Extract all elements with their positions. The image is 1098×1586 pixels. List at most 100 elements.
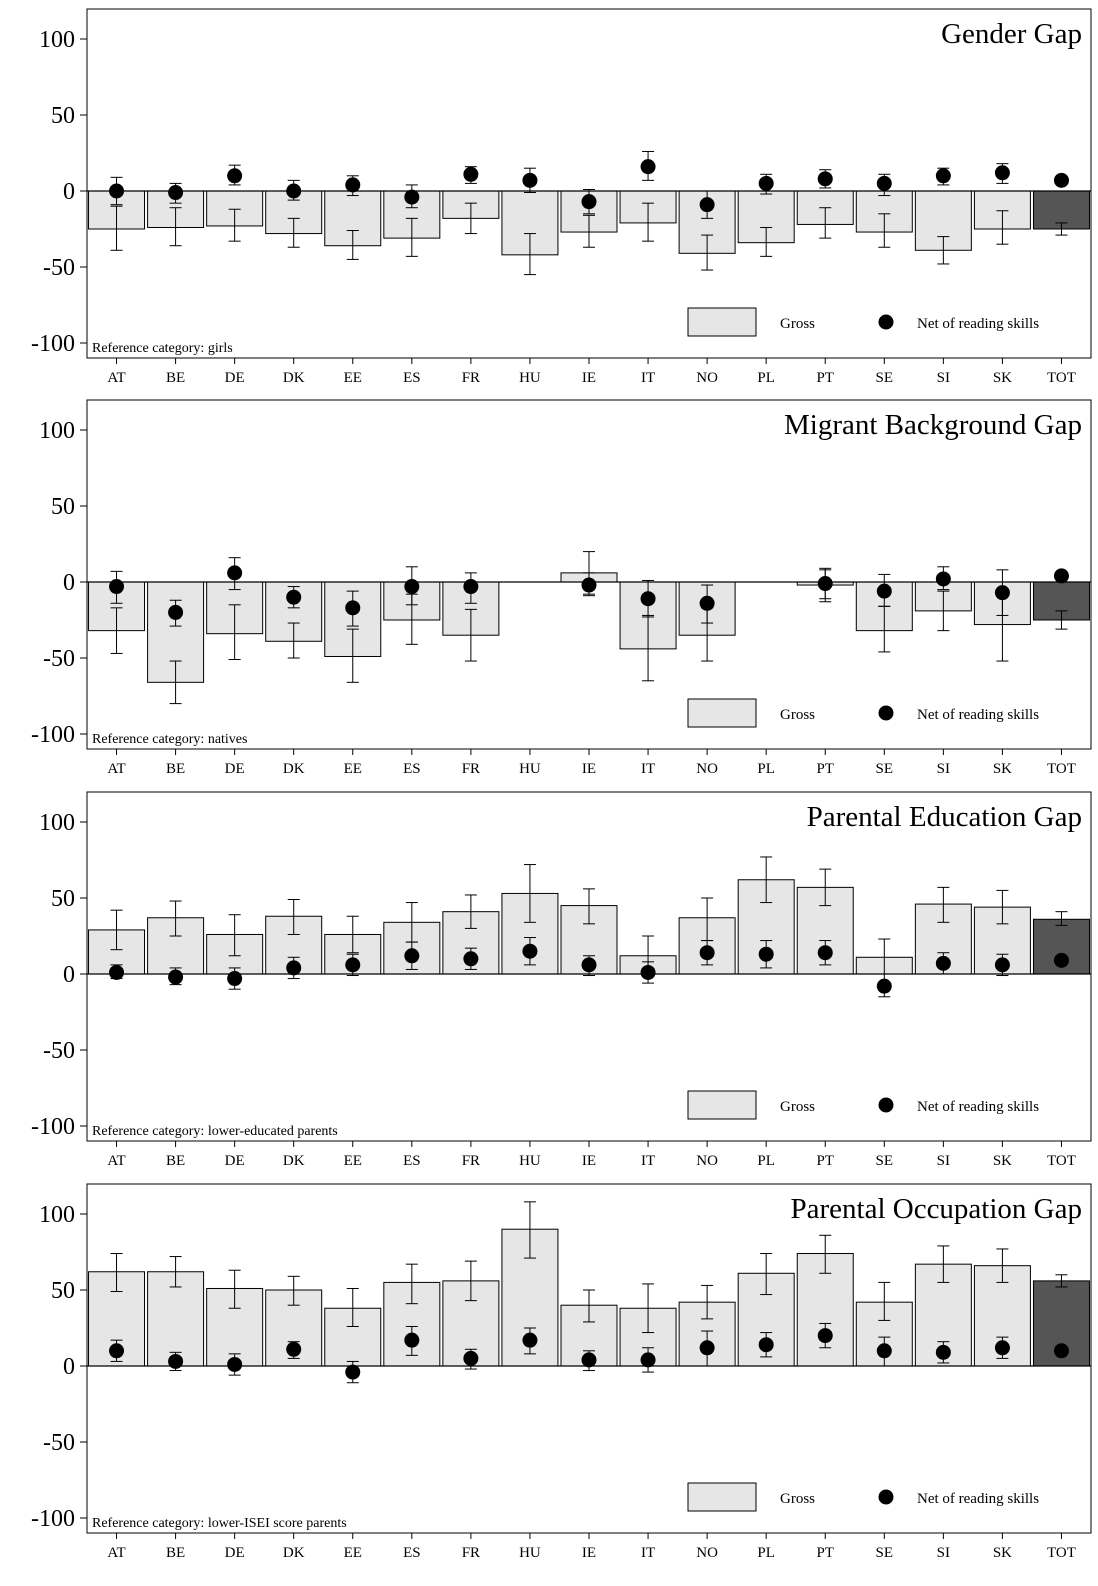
x-tick-label: NO: [696, 1545, 718, 1561]
net-point-PL: [758, 175, 774, 191]
net-point-TOT: [1053, 1343, 1069, 1359]
gross-ci-BE: [169, 660, 182, 705]
legend-gross-swatch: [687, 1482, 757, 1512]
gross-ci-ES: [405, 1263, 418, 1305]
x-tick-label: DE: [225, 370, 245, 386]
panel-title: Gender Gap: [941, 18, 1082, 50]
net-point-HU: [522, 943, 538, 959]
net-point-PT: [817, 1328, 833, 1344]
net-point-TOT: [1053, 172, 1069, 188]
gross-ci-EE: [346, 915, 359, 954]
net-point-PT: [817, 171, 833, 187]
x-tick-label: ES: [403, 761, 421, 777]
gross-ci-SE: [878, 1281, 891, 1321]
gross-ci-DK: [287, 1275, 300, 1306]
x-tick-label: DK: [283, 1153, 305, 1169]
gross-ci-IT: [642, 202, 655, 242]
x-tick-label: TOT: [1047, 370, 1076, 386]
net-point-NO: [699, 595, 715, 611]
x-tick-label: HU: [519, 761, 541, 777]
x-tick-label: SK: [993, 1153, 1012, 1169]
gross-ci-PT: [819, 1234, 832, 1274]
net-point-DE: [227, 971, 243, 987]
panel-title: Migrant Background Gap: [784, 409, 1082, 441]
net-point-NO: [699, 197, 715, 213]
legend-net-marker: [878, 1097, 894, 1113]
x-tick-label: SK: [993, 761, 1012, 777]
panel-2: 100 50 0 -50 -100 AT BE DE DK EE ES FR HU IE IT NO PL PT S…: [31, 399, 1092, 777]
legend-net-label: Net of reading skills: [917, 1099, 1039, 1115]
reference-note: Reference category: girls: [92, 341, 233, 356]
x-tick-label: IE: [582, 761, 596, 777]
gross-ci-IE: [583, 888, 595, 925]
x-tick-label: EE: [344, 1545, 362, 1561]
gross-ci-AT: [110, 1253, 123, 1293]
x-tick-label: TOT: [1047, 761, 1076, 777]
reference-note: Reference category: lower-ISEI score par…: [92, 1516, 347, 1531]
gross-ci-EE: [346, 1287, 359, 1327]
net-point-DE: [227, 565, 243, 581]
legend-net-label: Net of reading skills: [917, 1491, 1039, 1507]
net-point-PL: [758, 946, 774, 962]
x-tick-label: PT: [816, 1153, 834, 1169]
net-point-ES: [404, 948, 420, 964]
net-point-SI: [935, 1344, 951, 1360]
net-point-SK: [994, 957, 1010, 973]
y-tick-label: -50: [43, 646, 75, 672]
x-tick-label: DE: [225, 1545, 245, 1561]
net-point-EE: [345, 600, 361, 616]
net-point-EE: [345, 1364, 361, 1380]
legend-net-marker: [878, 705, 894, 721]
legend: Gross Net of reading skills: [687, 698, 1039, 728]
net-point-TOT: [1053, 952, 1069, 968]
y-tick-label: 0: [63, 1354, 75, 1380]
net-point-FR: [463, 1350, 479, 1366]
x-tick-label: HU: [519, 1153, 541, 1169]
x-tick-label: BE: [166, 1153, 185, 1169]
net-point-PL: [758, 1337, 774, 1353]
net-point-DK: [286, 960, 302, 976]
x-tick-label: EE: [344, 370, 362, 386]
x-tick-label: PT: [816, 761, 834, 777]
panel-frame: [86, 8, 1092, 359]
y-tick-label: -100: [31, 722, 75, 748]
gross-ci-TOT: [1055, 222, 1068, 236]
x-tick-label: BE: [166, 370, 185, 386]
legend: Gross Net of reading skills: [687, 1090, 1039, 1120]
gross-ci-FR: [464, 894, 477, 929]
net-point-AT: [109, 579, 125, 595]
gross-ci-DE: [228, 914, 241, 957]
gross-ci-SK: [996, 889, 1009, 925]
y-tick-label: -100: [31, 331, 75, 357]
legend-net-marker: [878, 1489, 894, 1505]
gross-ci-AT: [110, 205, 123, 251]
gross-ci-EE: [346, 628, 359, 683]
x-tick-label: SE: [876, 1153, 894, 1169]
gross-ci-FR: [464, 1260, 477, 1302]
net-point-SE: [876, 175, 892, 191]
gross-ci-TOT: [1055, 1274, 1068, 1288]
x-tick-label: IT: [641, 761, 655, 777]
gross-ci-SI: [937, 236, 950, 265]
net-point-ES: [404, 189, 420, 205]
legend-gross-swatch: [687, 307, 757, 337]
bar-BE: [147, 917, 205, 975]
y-tick-label: 50: [51, 103, 75, 129]
x-tick-label: AT: [107, 370, 125, 386]
gross-ci-NO: [701, 234, 714, 271]
x-tick-label: SI: [937, 1545, 950, 1561]
y-tick-label: -50: [43, 1430, 75, 1456]
x-tick-label: FR: [462, 1545, 480, 1561]
net-point-DK: [286, 183, 302, 199]
net-point-IE: [581, 577, 597, 593]
gross-ci-PL: [760, 1253, 773, 1296]
x-tick-label: PL: [757, 1545, 775, 1561]
x-tick-label: AT: [107, 1545, 125, 1561]
x-tick-label: BE: [166, 761, 185, 777]
net-point-BE: [168, 185, 184, 201]
net-point-DE: [227, 1356, 243, 1372]
x-tick-label: SE: [876, 1545, 894, 1561]
gross-ci-SK: [996, 1248, 1009, 1283]
legend-gross-label: Gross: [780, 316, 815, 332]
